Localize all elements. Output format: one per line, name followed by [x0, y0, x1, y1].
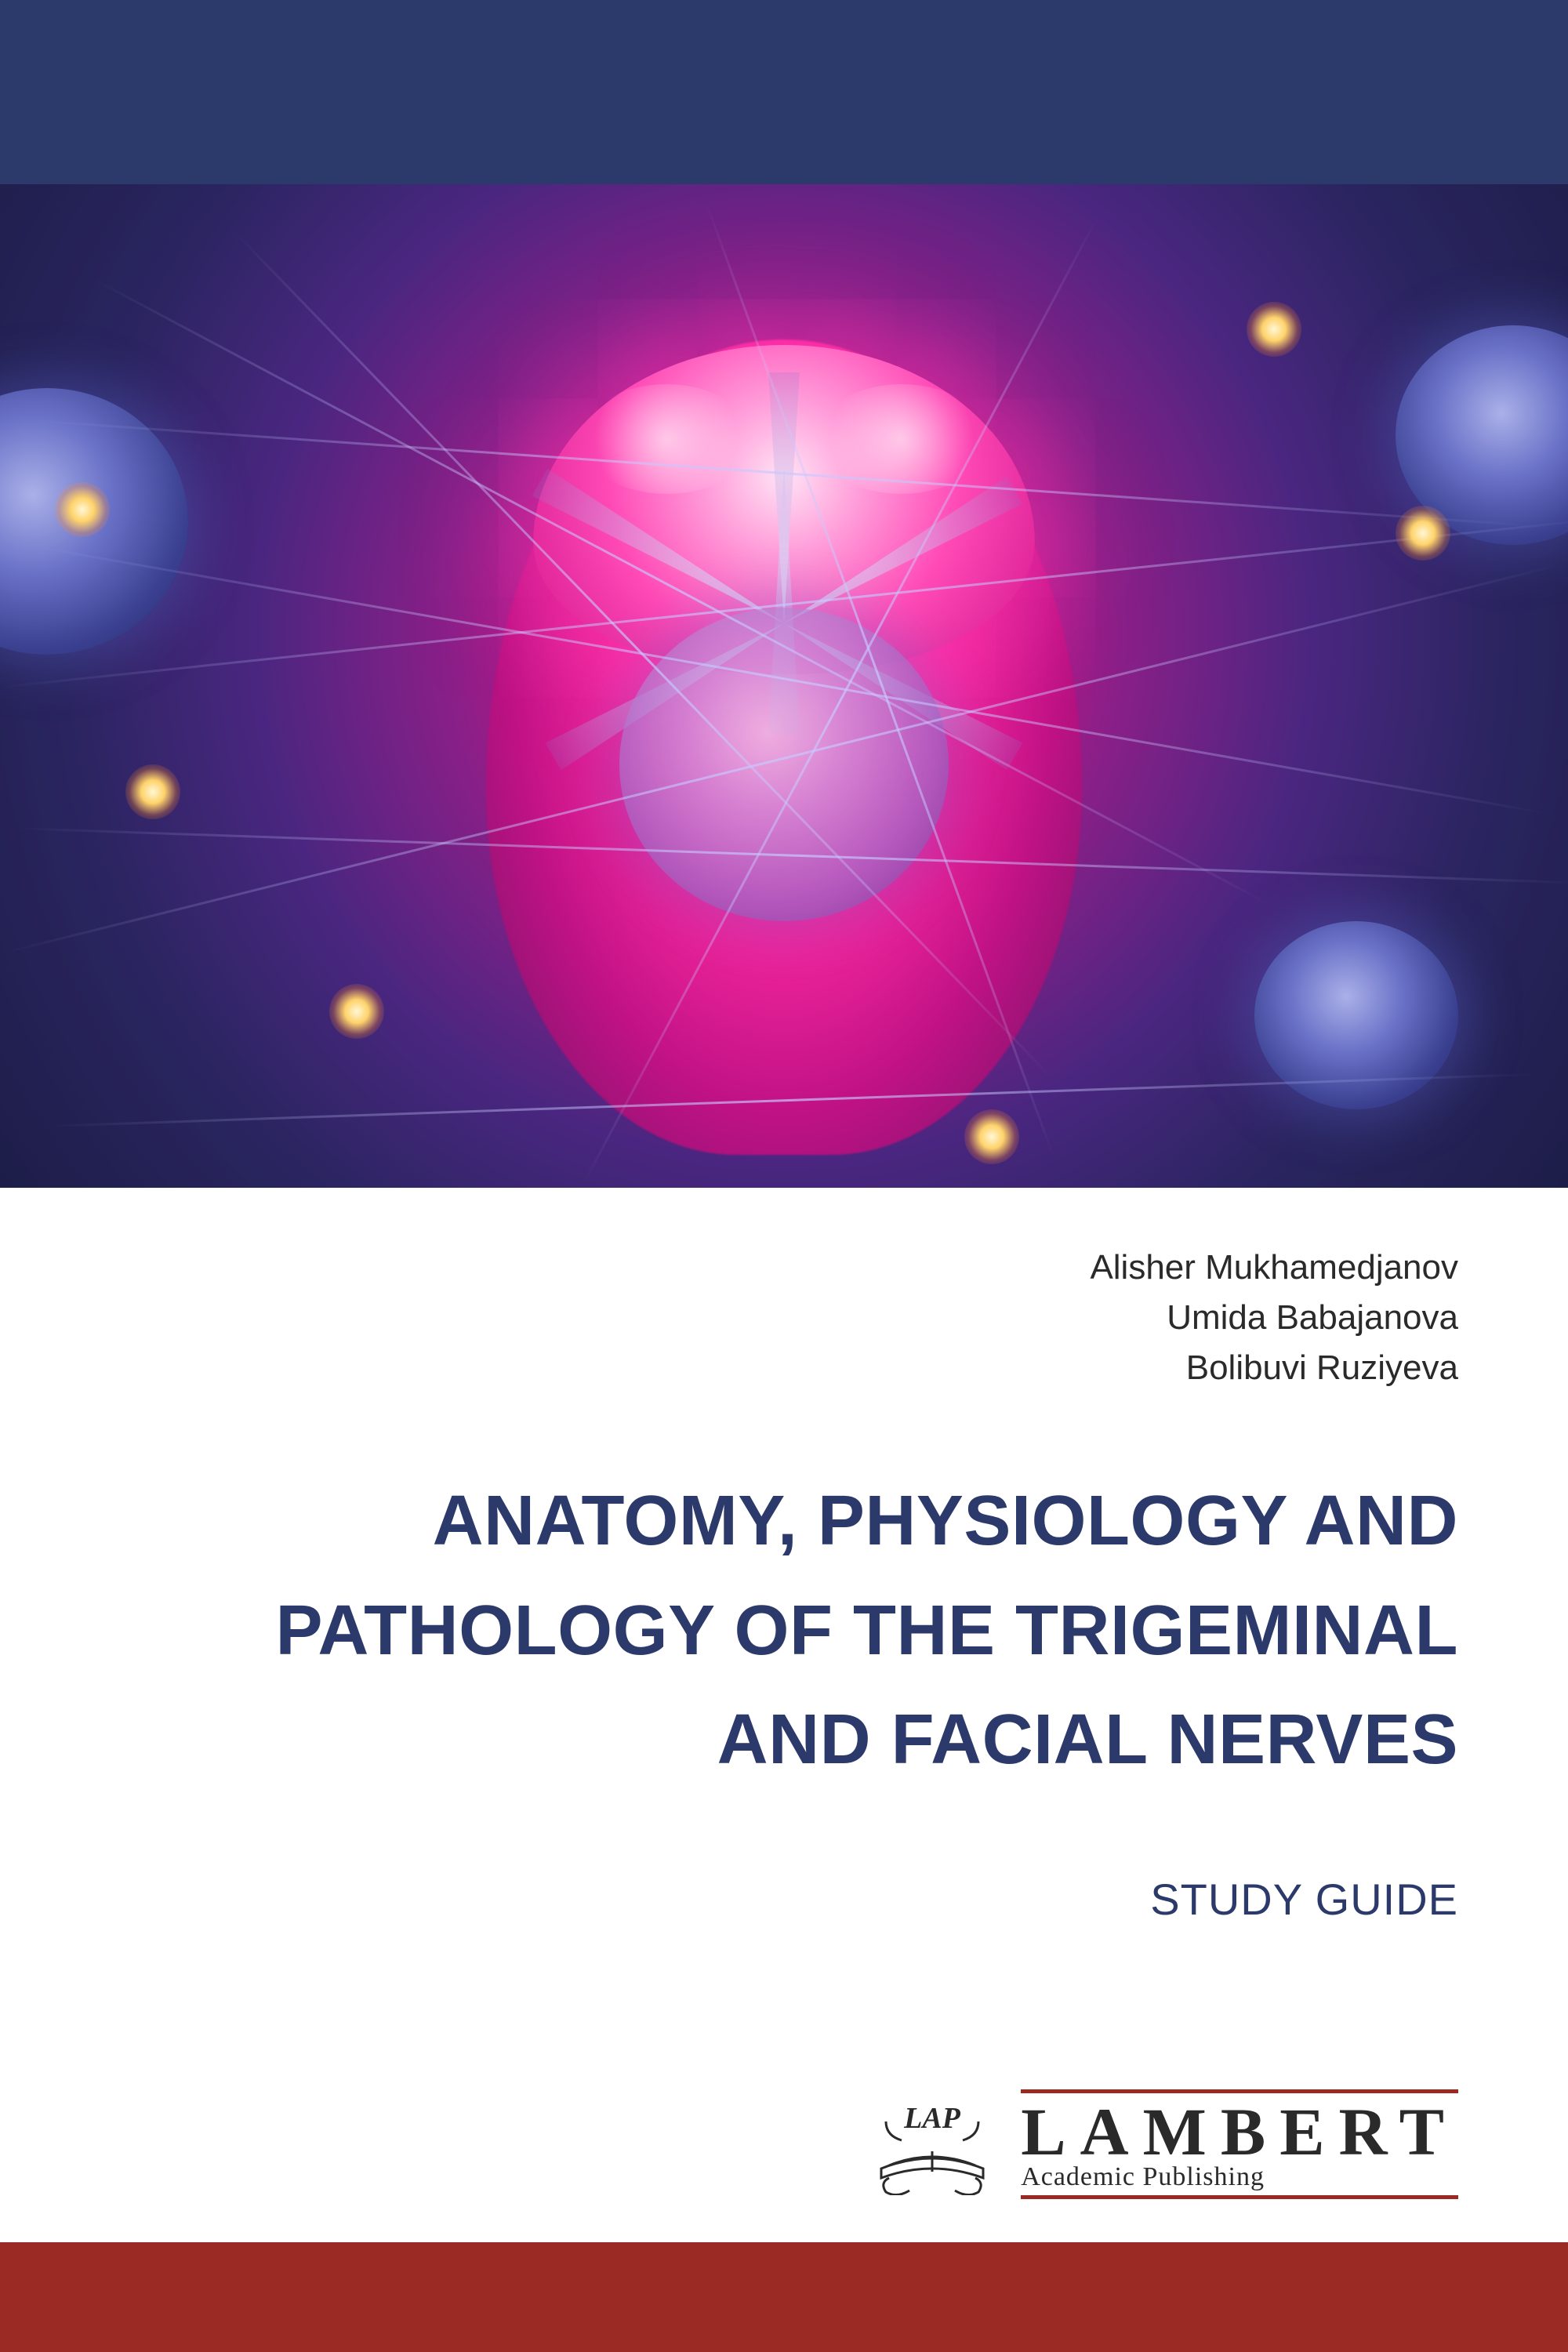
author-name: Umida Babajanova	[110, 1293, 1458, 1343]
title-line: ANATOMY, PHYSIOLOGY AND	[110, 1467, 1458, 1577]
synapse-spark	[125, 764, 180, 819]
bottom-color-band	[0, 2242, 1568, 2352]
synapse-spark	[55, 482, 110, 537]
title-line: AND FACIAL NERVES	[110, 1686, 1458, 1795]
hero-illustration	[0, 184, 1568, 1188]
publisher-text: LAMBERT Academic Publishing	[1021, 2089, 1458, 2199]
top-color-band	[0, 0, 1568, 184]
author-list: Alisher Mukhamedjanov Umida Babajanova B…	[110, 1243, 1458, 1392]
publisher-badge-text: LAP	[903, 2102, 961, 2135]
author-name: Alisher Mukhamedjanov	[110, 1243, 1458, 1293]
publisher-logo-icon: LAP	[866, 2093, 999, 2195]
publisher-name: LAMBERT	[1021, 2093, 1458, 2167]
synapse-spark	[329, 984, 384, 1039]
book-subtitle: STUDY GUIDE	[110, 1874, 1458, 1925]
neuron-cell-center	[619, 608, 949, 921]
author-name: Bolibuvi Ruziyeva	[110, 1343, 1458, 1393]
synapse-spark	[964, 1109, 1019, 1164]
cover-text-block: Alisher Mukhamedjanov Umida Babajanova B…	[0, 1188, 1568, 1925]
book-title: ANATOMY, PHYSIOLOGY AND PATHOLOGY OF THE…	[110, 1467, 1458, 1795]
synapse-spark	[1247, 302, 1301, 357]
publisher-rule-bottom	[1021, 2195, 1458, 2199]
publisher-block: LAP LAMBERT Academic Publishing	[866, 2089, 1458, 2199]
title-line: PATHOLOGY OF THE TRIGEMINAL	[110, 1577, 1458, 1686]
publisher-subline: Academic Publishing	[1021, 2162, 1458, 2195]
synapse-spark	[1396, 506, 1450, 561]
